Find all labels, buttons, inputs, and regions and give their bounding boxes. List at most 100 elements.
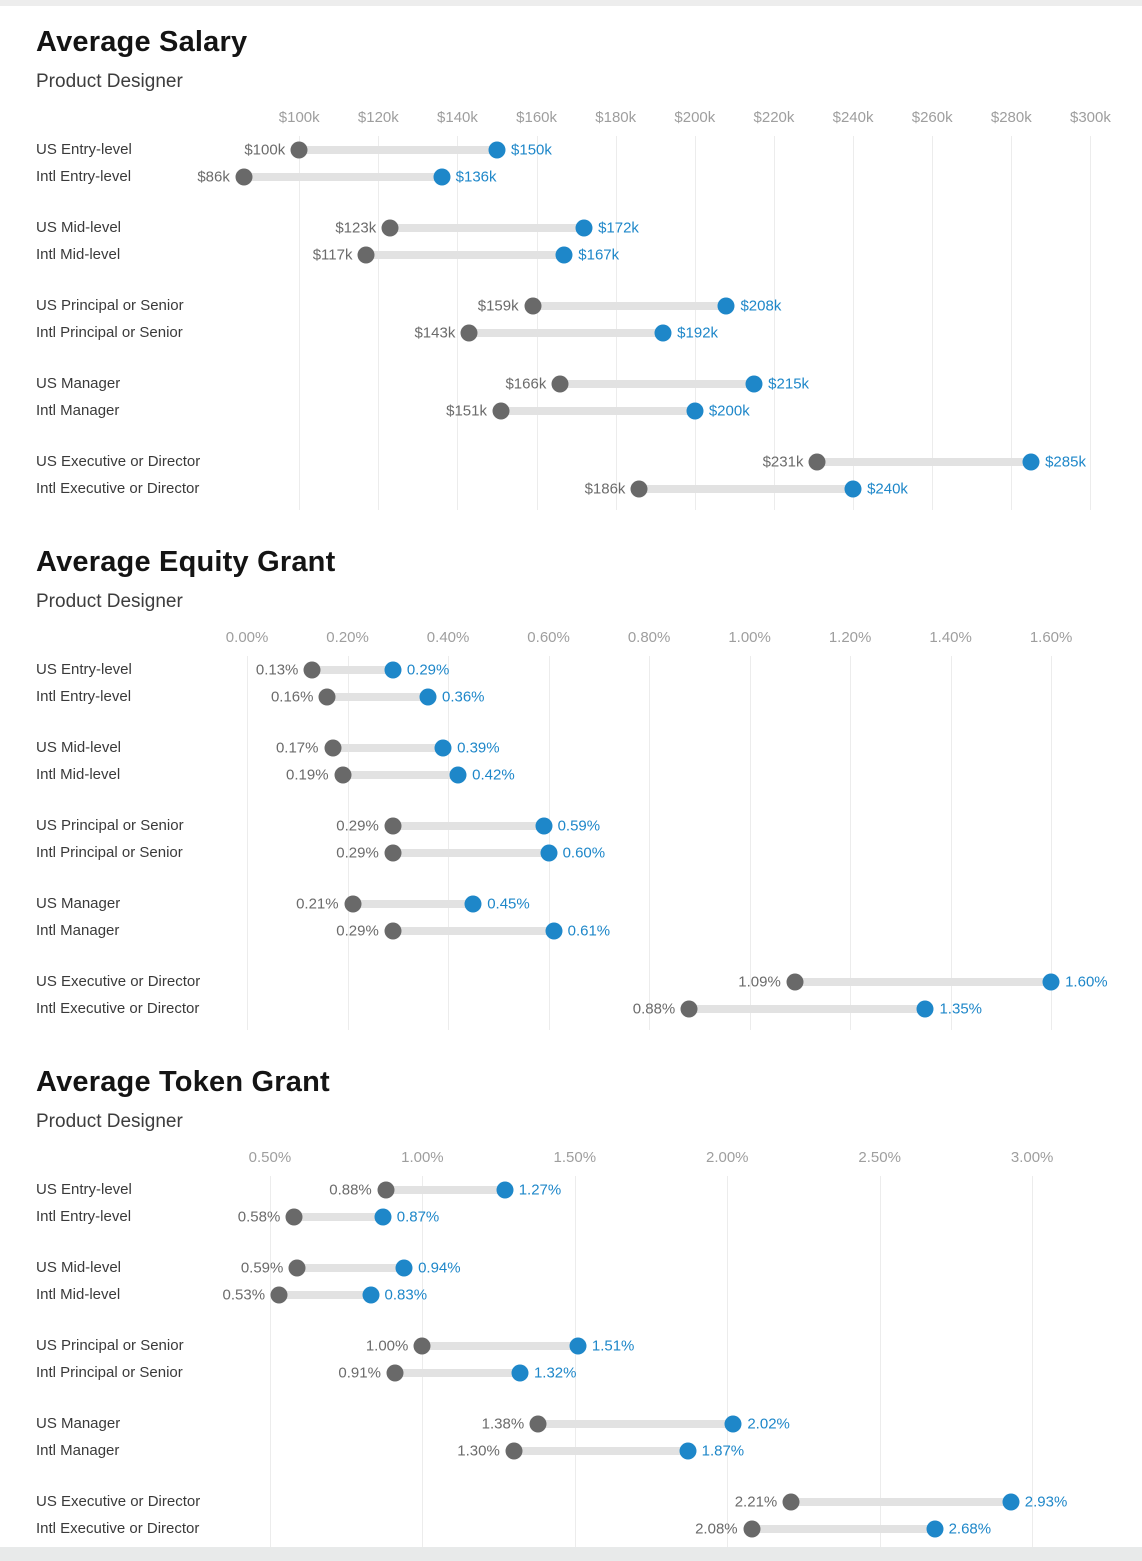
gridline [548, 656, 550, 1030]
row-plot: 0.21% 0.45% [230, 890, 1130, 917]
range-bar [327, 692, 428, 701]
min-value-label: 0.16% [270, 688, 314, 705]
row-plot: 1.00% 1.51% [230, 1332, 1130, 1359]
dumbbell-row: Intl Executive or Director 0.88% 1.35% [0, 995, 1142, 1022]
gridline [727, 1176, 729, 1550]
gridline [615, 136, 617, 510]
chart-subtitle: Product Designer [36, 591, 183, 612]
max-dot [575, 219, 593, 236]
dumbbell-row: US Mid-level 0.17% 0.39% [0, 734, 1142, 761]
min-value-label: $100k [244, 141, 286, 158]
dumbbell-plot: $100k $120k $140k $160k $180k $200k $220k $240k… [0, 109, 1142, 510]
gridline [247, 656, 249, 1030]
chart-rows: US Entry-level 0.13% 0.29% Intl Entry-level… [0, 656, 1142, 1022]
min-value-label: $159k [477, 297, 519, 314]
row-label: US Entry-level [36, 661, 132, 678]
range-bar [279, 1290, 371, 1299]
dumbbell-row: US Executive or Director 1.09% 1.60% [0, 968, 1142, 995]
min-value-label: 0.88% [632, 1000, 676, 1017]
gridline [448, 656, 450, 1030]
gridline [1032, 1176, 1034, 1550]
min-dot [413, 1337, 431, 1354]
max-value-label: 0.45% [487, 895, 530, 912]
gridlines [230, 1176, 1130, 1550]
dumbbell-row: Intl Executive or Director $186k $240k [0, 475, 1142, 502]
row-label: Intl Entry-level [36, 688, 132, 705]
min-dot [386, 1364, 404, 1381]
min-dot [680, 1000, 698, 1017]
min-value-label: $143k [414, 324, 456, 341]
row-plot: 0.13% 0.29% [230, 656, 1130, 683]
range-bar [560, 379, 755, 388]
row-label: US Entry-level [36, 141, 132, 158]
axis-tick-label: 1.40% [929, 629, 972, 646]
row-label: US Executive or Director [36, 973, 201, 990]
max-value-label: 2.93% [1024, 1493, 1068, 1510]
min-dot [786, 973, 804, 990]
axis-tick-label: $240k [832, 109, 874, 126]
min-value-label: 0.29% [336, 922, 379, 939]
row-label: Intl Executive or Director [36, 1520, 200, 1537]
axis-tick-label: $220k [753, 109, 795, 126]
max-value-label: 1.60% [1065, 973, 1108, 990]
max-dot [464, 895, 482, 912]
min-dot [303, 661, 321, 678]
dumbbell-row: US Entry-level $100k $150k [0, 136, 1142, 163]
min-value-label: $117k [312, 246, 353, 263]
row-plot: 2.21% 2.93% [230, 1488, 1130, 1515]
max-dot [1042, 973, 1060, 990]
row-plot: 0.16% 0.36% [230, 683, 1130, 710]
min-value-label: $123k [335, 219, 377, 236]
row-plot: 1.09% 1.60% [230, 968, 1130, 995]
row-plot: 0.29% 0.61% [230, 917, 1130, 944]
range-bar [312, 665, 393, 674]
dumbbell-row: Intl Entry-level 0.16% 0.36% [0, 683, 1142, 710]
row-label: US Executive or Director [36, 1493, 201, 1510]
row-plot: 0.91% 1.32% [230, 1359, 1130, 1386]
gridline [269, 1176, 271, 1550]
axis-tick-label: 0.60% [527, 629, 570, 646]
min-dot [285, 1208, 303, 1225]
gridline [1090, 136, 1092, 510]
row-plot: 0.17% 0.39% [230, 734, 1130, 761]
min-value-label: $186k [584, 480, 626, 497]
max-value-label: $240k [867, 480, 908, 497]
gridline [1011, 136, 1013, 510]
row-label: US Principal or Senior [36, 297, 184, 314]
row-label: US Mid-level [36, 1259, 122, 1276]
max-value-label: 0.87% [396, 1208, 440, 1225]
min-dot [288, 1259, 306, 1276]
max-value-label: $136k [455, 168, 497, 185]
range-bar [751, 1524, 935, 1533]
min-value-label: 0.88% [329, 1181, 372, 1198]
max-dot [434, 739, 452, 756]
axis-tick-label: 0.40% [426, 629, 470, 646]
row-label: Intl Principal or Senior [36, 324, 183, 341]
min-value-label: 1.00% [365, 1337, 409, 1354]
range-bar [385, 1185, 505, 1194]
gridline [853, 136, 855, 510]
gridline [574, 1176, 576, 1550]
gridline [879, 1176, 881, 1550]
range-bar [538, 1419, 734, 1428]
row-plot: 0.53% 0.83% [223, 1281, 1130, 1308]
dumbbell-row: Intl Manager $151k $200k [0, 397, 1142, 424]
max-dot [511, 1364, 529, 1381]
gridline [850, 656, 852, 1030]
max-value-label: 0.29% [406, 661, 450, 678]
min-value-label: 0.13% [255, 661, 299, 678]
range-bar [791, 1497, 1011, 1506]
max-value-label: 0.59% [557, 817, 601, 834]
min-value-label: 0.19% [286, 766, 329, 783]
axis-tick-label: 2.00% [705, 1149, 749, 1166]
gridline [749, 656, 751, 1030]
dumbbell-row: US Manager $166k $215k [0, 370, 1142, 397]
min-dot [377, 1181, 395, 1198]
max-value-label: $285k [1045, 453, 1086, 470]
axis-tick-label: 1.20% [828, 629, 872, 646]
row-label: Intl Principal or Senior [36, 844, 183, 861]
min-dot [357, 246, 375, 263]
max-dot [679, 1442, 697, 1459]
max-value-label: 0.36% [441, 688, 485, 705]
min-value-label: 0.21% [296, 895, 339, 912]
